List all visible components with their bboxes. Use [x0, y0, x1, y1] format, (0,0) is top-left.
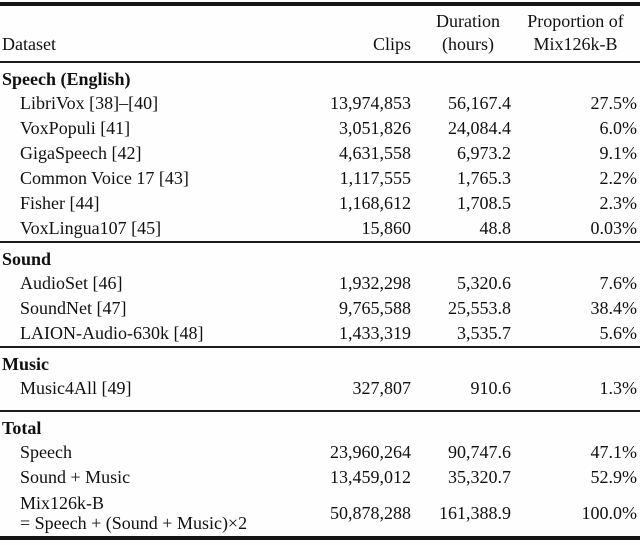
section-title-total: Total	[0, 412, 640, 440]
table-row: Fisher [44] 1,168,612 1,708.5 2.3%	[0, 191, 640, 216]
section-divider-rule	[0, 346, 640, 348]
dataset-cell: Music4All [49]	[20, 378, 132, 398]
hours-cell: 5,320.6	[457, 273, 511, 293]
clips-cell: 13,459,012	[330, 467, 411, 487]
table-row: GigaSpeech [42] 4,631,558 6,973.2 9.1%	[0, 141, 640, 166]
table-row: Sound + Music 13,459,012 35,320.7 52.9%	[0, 465, 640, 490]
table-row: VoxLingua107 [45] 15,860 48.8 0.03%	[0, 216, 640, 241]
table-row: Speech 23,960,264 90,747.6 47.1%	[0, 440, 640, 465]
dataset-cell: AudioSet [46]	[20, 273, 123, 293]
table-row: AudioSet [46] 1,932,298 5,320.6 7.6%	[0, 271, 640, 296]
section-title-label: Speech (English)	[2, 68, 131, 89]
proportion-cell: 0.03%	[590, 218, 638, 238]
hours-cell: 910.6	[470, 378, 512, 398]
header-dataset: Dataset	[2, 34, 56, 54]
table-row: LAION-Audio-630k [48] 1,433,319 3,535.7 …	[0, 321, 640, 346]
clips-cell: 13,974,853	[330, 93, 411, 113]
hours-cell: 90,747.6	[448, 442, 511, 462]
dataset-cell: Sound + Music	[20, 467, 131, 487]
dataset-cell: Fisher [44]	[20, 193, 100, 213]
clips-cell: 9,765,588	[339, 298, 411, 318]
hours-cell: 6,973.2	[457, 143, 511, 163]
table-row: SoundNet [47] 9,765,588 25,553.8 38.4%	[0, 296, 640, 321]
header-clips: Clips	[372, 34, 411, 54]
proportion-cell: 9.1%	[599, 143, 638, 163]
header-proportion: Proportion of Mix126k-B	[511, 10, 640, 56]
proportion-cell: 27.5%	[590, 93, 638, 113]
proportion-cell: 47.1%	[590, 442, 638, 462]
header-proportion-line1: Proportion of	[527, 11, 624, 31]
section-divider-rule	[0, 241, 640, 243]
section-title-music: Music	[0, 348, 640, 376]
hours-cell: 56,167.4	[448, 93, 511, 113]
table-row-mix126k-b: Mix126k-B = Speech + (Sound + Music)×2 5…	[0, 490, 640, 536]
proportion-cell: 6.0%	[599, 118, 638, 138]
dataset-cell: Speech	[20, 442, 72, 462]
table-row: Common Voice 17 [43] 1,117,555 1,765.3 2…	[0, 166, 640, 191]
clips-cell: 1,932,298	[339, 273, 411, 293]
hours-cell: 161,388.9	[439, 502, 511, 523]
dataset-cell: VoxPopuli [41]	[20, 118, 131, 138]
mix126k-label-line2: = Speech + (Sound + Music)×2	[20, 513, 248, 533]
hours-cell: 35,320.7	[448, 467, 511, 487]
dataset-cell: VoxLingua107 [45]	[20, 218, 162, 238]
clips-cell: 327,807	[352, 378, 412, 398]
proportion-cell: 7.6%	[599, 273, 638, 293]
table-row: LibriVox [38]–[40] 13,974,853 56,167.4 2…	[0, 91, 640, 116]
header-bottom-rule	[0, 61, 640, 63]
clips-cell: 15,860	[361, 218, 412, 238]
hours-cell: 48.8	[479, 218, 512, 238]
section-title-sound: Sound	[0, 243, 640, 271]
proportion-cell: 5.6%	[599, 323, 638, 343]
hours-cell: 3,535.7	[457, 323, 511, 343]
proportion-cell: 52.9%	[590, 467, 638, 487]
dataset-cell: SoundNet [47]	[20, 298, 127, 318]
header-duration-line2: (hours)	[442, 34, 494, 54]
section-title-label: Music	[2, 353, 49, 374]
proportion-cell: 2.3%	[599, 193, 638, 213]
proportion-cell: 2.2%	[599, 168, 638, 188]
proportion-cell: 1.3%	[599, 378, 638, 398]
dataset-cell: GigaSpeech [42]	[20, 143, 142, 163]
dataset-cell: Mix126k-B = Speech + (Sound + Music)×2	[0, 493, 300, 533]
proportion-cell: 38.4%	[590, 298, 638, 318]
table-row: Music4All [49] 327,807 910.6 1.3%	[0, 376, 640, 401]
hours-cell: 1,765.3	[457, 168, 511, 188]
table-top-rule	[0, 2, 640, 6]
section-gap	[0, 401, 640, 410]
clips-cell: 23,960,264	[330, 442, 411, 462]
table-row: VoxPopuli [41] 3,051,826 24,084.4 6.0%	[0, 116, 640, 141]
hours-cell: 1,708.5	[457, 193, 511, 213]
section-title-label: Total	[2, 417, 42, 438]
table-bottom-rule	[0, 536, 640, 540]
mix126k-label-line1: Mix126k-B	[20, 493, 105, 513]
table-header-row: Dataset Clips Duration (hours) Proportio…	[0, 6, 640, 61]
clips-cell: 1,117,555	[339, 168, 411, 188]
hours-cell: 25,553.8	[448, 298, 511, 318]
dataset-cell: Common Voice 17 [43]	[20, 168, 189, 188]
header-duration: Duration (hours)	[411, 10, 511, 56]
section-title-label: Sound	[2, 248, 52, 269]
hours-cell: 24,084.4	[448, 118, 511, 138]
clips-cell: 50,878,288	[330, 502, 411, 523]
header-duration-line1: Duration	[436, 11, 500, 31]
dataset-cell: LibriVox [38]–[40]	[20, 93, 159, 113]
clips-cell: 3,051,826	[339, 118, 411, 138]
clips-cell: 1,433,319	[339, 323, 411, 343]
clips-cell: 4,631,558	[339, 143, 411, 163]
clips-cell: 1,168,612	[339, 193, 411, 213]
dataset-cell: LAION-Audio-630k [48]	[20, 323, 204, 343]
header-proportion-line2: Mix126k-B	[533, 34, 618, 54]
section-divider-rule	[0, 410, 640, 412]
proportion-cell: 100.0%	[581, 502, 638, 523]
section-title-speech-english: Speech (English)	[0, 63, 640, 91]
